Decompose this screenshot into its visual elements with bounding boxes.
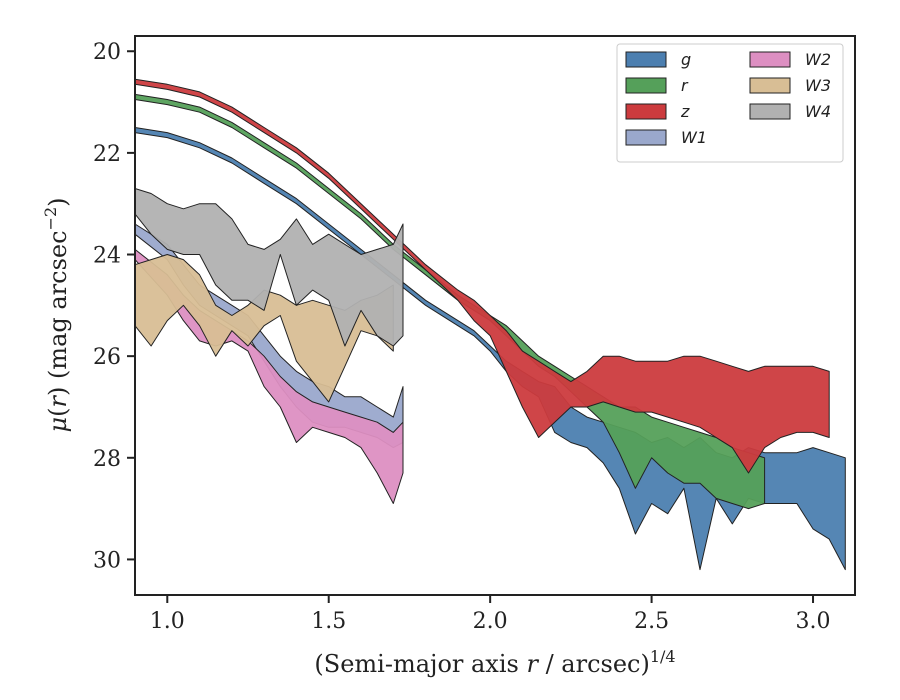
x-tick-label: 2.0 [473, 609, 508, 634]
legend-swatch-w4 [749, 103, 791, 120]
legend-swatch-w3 [749, 77, 791, 94]
legend-label-w2: W2 [805, 50, 831, 69]
areas-layer [134, 78, 846, 571]
legend-swatch-w1 [625, 129, 667, 146]
x-axis-ticks: 1.0 1.5 2.0 2.5 3.0 [150, 595, 831, 634]
legend-label-g: g [681, 50, 691, 69]
legend-label-z: z [680, 102, 690, 121]
x-tick-label: 3.0 [796, 609, 831, 634]
y-tick-label: 30 [93, 548, 121, 573]
y-tick-label: 26 [93, 345, 121, 370]
legend-box [616, 43, 844, 163]
legend-swatch-z [625, 103, 667, 120]
legend-items: grz W1 W2 W3 W4 [625, 50, 831, 147]
y-tick-label: 24 [93, 244, 121, 269]
legend-swatch-g [625, 51, 667, 68]
y-tick-label: 22 [93, 142, 121, 167]
area-w3 [134, 254, 394, 403]
legend-label-w3: W3 [805, 76, 831, 95]
x-tick-label: 1.0 [150, 609, 185, 634]
y-tick-label: 20 [93, 40, 121, 65]
legend-label-w4: W4 [805, 102, 831, 121]
legend-swatch-w2 [749, 51, 791, 68]
legend: grz W1 W2 W3 W4 [616, 43, 844, 163]
plot-frame [134, 35, 856, 596]
x-axis-label: (Semi-major axis r / arcsec)1/4 [314, 647, 675, 678]
legend-label-r: r [681, 76, 689, 95]
x-tick-label: 2.5 [634, 609, 669, 634]
x-tick-label: 1.5 [311, 609, 346, 634]
legend-label-w1: W1 [681, 128, 707, 147]
area-w4 [134, 188, 404, 347]
y-axis-ticks: 20 22 24 26 28 30 [93, 40, 135, 573]
y-tick-label: 28 [93, 447, 121, 472]
area-z [134, 78, 830, 474]
legend-swatch-r [625, 77, 667, 94]
y-axis-label: μ(r) (mag arcsec−2) [41, 197, 72, 432]
